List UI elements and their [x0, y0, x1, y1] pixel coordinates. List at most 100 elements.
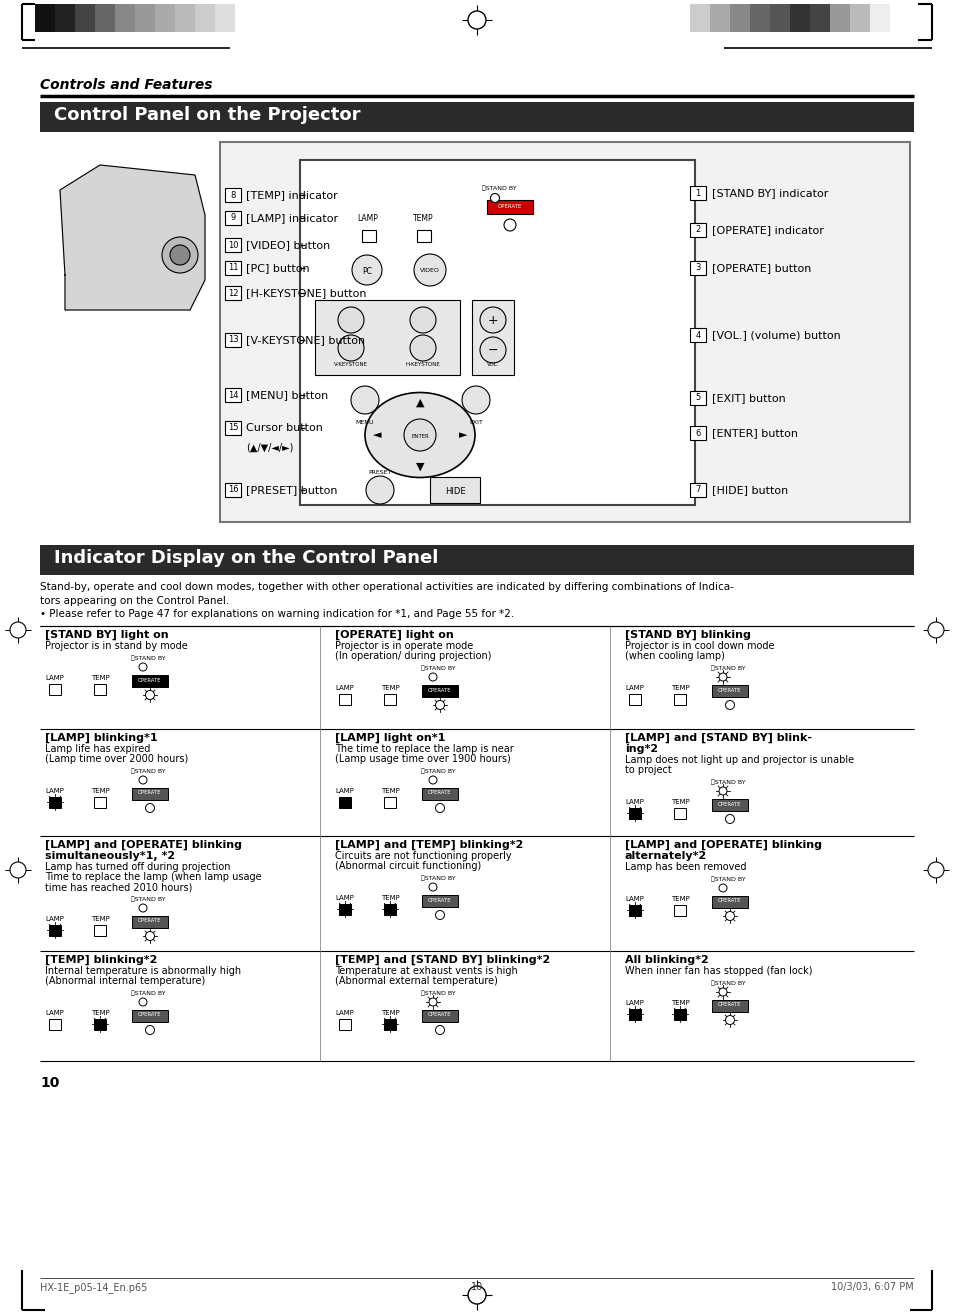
Bar [338, 797, 351, 807]
Bar [338, 695, 351, 705]
Text: 3: 3 [695, 264, 700, 273]
Text: ⭘STAND BY: ⭘STAND BY [420, 664, 456, 671]
Circle shape [435, 701, 444, 709]
Bar [749, 4, 769, 32]
Text: 9: 9 [230, 214, 235, 222]
Text: 10/3/03, 6:07 PM: 10/3/03, 6:07 PM [830, 1281, 913, 1292]
Text: Lamp has turned off during projection: Lamp has turned off during projection [45, 863, 231, 872]
Text: HX-1E_p05-14_En.p65: HX-1E_p05-14_En.p65 [40, 1281, 147, 1293]
Bar [95, 4, 115, 32]
Circle shape [352, 255, 381, 285]
Text: Lamp life has expired: Lamp life has expired [45, 744, 151, 754]
Bar [40, 545, 913, 575]
Bar [75, 4, 95, 32]
Circle shape [351, 386, 378, 414]
Text: LAMP: LAMP [357, 214, 378, 223]
Text: (Abnormal internal temperature): (Abnormal internal temperature) [45, 976, 205, 986]
Circle shape [927, 863, 943, 878]
Text: TEMP: TEMP [670, 800, 689, 805]
Bar [299, 160, 695, 506]
Bar [225, 261, 241, 274]
Text: • Please refer to Page 47 for explanations on warning indication for *1, and Pag: • Please refer to Page 47 for explanatio… [40, 609, 514, 618]
Bar [421, 1010, 457, 1022]
Text: ⭘STAND BY: ⭘STAND BY [710, 979, 745, 986]
Circle shape [503, 219, 516, 231]
Text: ▲: ▲ [416, 398, 424, 408]
Circle shape [403, 419, 436, 450]
Text: TEMP: TEMP [91, 675, 110, 681]
Circle shape [490, 193, 499, 202]
Text: [TEMP] and [STAND BY] blinking*2: [TEMP] and [STAND BY] blinking*2 [335, 955, 550, 965]
Bar [869, 4, 889, 32]
Text: ⭘STAND BY: ⭘STAND BY [131, 768, 166, 773]
Bar [338, 903, 351, 915]
Text: The time to replace the lamp is near: The time to replace the lamp is near [335, 744, 514, 754]
Bar [225, 211, 241, 225]
Bar [769, 4, 789, 32]
Text: TEMP: TEMP [91, 916, 110, 922]
Text: TEMP: TEMP [380, 895, 399, 901]
Text: EXIT: EXIT [469, 420, 482, 425]
Circle shape [139, 776, 147, 784]
Bar [628, 807, 640, 819]
Text: Circuits are not functioning properly: Circuits are not functioning properly [335, 851, 511, 861]
Text: 8: 8 [230, 190, 235, 200]
Text: OPERATE: OPERATE [497, 204, 521, 209]
Bar [689, 328, 705, 341]
Bar [225, 389, 241, 402]
Text: (Abnormal circuit functioning): (Abnormal circuit functioning) [335, 861, 480, 871]
Text: (In operation/ during projection): (In operation/ during projection) [335, 651, 491, 660]
Text: (▲/▼/◄/►): (▲/▼/◄/►) [246, 442, 294, 453]
Text: ENTER: ENTER [411, 433, 429, 439]
Text: TEMP: TEMP [380, 685, 399, 691]
Bar [384, 695, 395, 705]
Text: 5: 5 [695, 394, 700, 403]
Bar [689, 391, 705, 404]
Bar [709, 4, 729, 32]
Text: ing*2: ing*2 [624, 744, 658, 754]
Text: LAMP: LAMP [46, 788, 65, 794]
Text: ◄: ◄ [373, 429, 381, 440]
Bar [711, 800, 747, 811]
Bar [115, 4, 135, 32]
Circle shape [414, 253, 446, 286]
Text: 10: 10 [40, 1075, 59, 1090]
Text: ⭘STAND BY: ⭘STAND BY [420, 874, 456, 881]
Bar [49, 924, 61, 936]
Circle shape [719, 987, 726, 997]
Text: 14: 14 [228, 390, 238, 399]
Bar [225, 188, 241, 202]
Circle shape [435, 804, 444, 813]
Text: [TEMP] indicator: [TEMP] indicator [246, 190, 337, 200]
Text: VIDEO: VIDEO [419, 268, 439, 273]
Circle shape [146, 931, 154, 940]
Polygon shape [60, 165, 205, 310]
Bar [94, 1019, 106, 1029]
Bar [689, 223, 705, 238]
Text: PC: PC [362, 267, 372, 276]
Text: 10: 10 [471, 1281, 482, 1292]
Text: ⭘STAND BY: ⭘STAND BY [710, 664, 745, 671]
Circle shape [146, 1025, 154, 1035]
Bar [472, 299, 514, 376]
Bar [361, 230, 375, 242]
Text: PRESET: PRESET [368, 470, 392, 475]
Text: [TEMP] blinking*2: [TEMP] blinking*2 [45, 955, 157, 965]
Text: ⭘STAND BY: ⭘STAND BY [420, 990, 456, 995]
Text: [STAND BY] indicator: [STAND BY] indicator [711, 188, 827, 198]
Text: OPERATE: OPERATE [718, 898, 741, 903]
Text: ►: ► [458, 429, 467, 440]
Bar [486, 200, 533, 214]
Circle shape [468, 11, 485, 29]
Bar [416, 230, 431, 242]
Text: [PC] button: [PC] button [246, 263, 310, 273]
Text: ⭘STAND BY: ⭘STAND BY [710, 876, 745, 881]
Bar [689, 483, 705, 498]
Bar [338, 1019, 351, 1029]
Text: [LAMP] blinking*1: [LAMP] blinking*1 [45, 733, 157, 743]
Bar [40, 102, 913, 133]
Text: MENU: MENU [355, 420, 374, 425]
Circle shape [724, 1015, 734, 1024]
Bar [789, 4, 809, 32]
Circle shape [719, 786, 726, 794]
